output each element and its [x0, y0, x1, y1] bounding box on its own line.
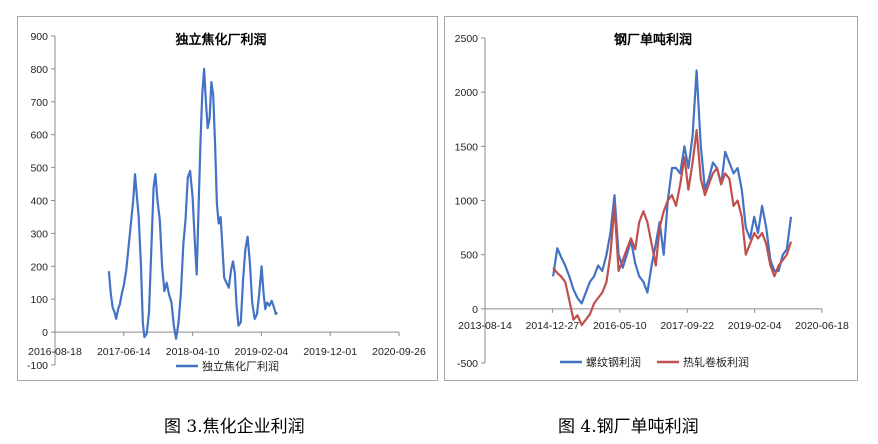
x-tick-label: 2017-06-14: [97, 346, 151, 358]
legend-label: 热轧卷板利润: [683, 355, 749, 369]
y-tick-label: 500: [460, 250, 478, 262]
x-tick-label: 2019-02-04: [728, 320, 782, 332]
y-tick-label: 700: [30, 97, 48, 109]
y-tick-label: 600: [30, 130, 48, 142]
y-tick-label: 500: [30, 163, 48, 175]
y-tick-label: 0: [42, 327, 48, 339]
x-tick-label: 2019-02-04: [235, 346, 289, 358]
chart-panel-coking: 独立焦化厂利润 -100 0 100 200 300 400 500 600 700 800 900 2…: [17, 16, 438, 381]
x-tick-label: 2019-12-01: [303, 346, 357, 358]
y-tick-label: 200: [30, 261, 48, 273]
y-tick-label: 900: [30, 31, 48, 43]
chart-panel-steel: 钢厂单吨利润 -500 0 500 1000 1500 2000 2500 2013-08-14…: [444, 16, 858, 381]
steel-profit-chart: 钢厂单吨利润 -500 0 500 1000 1500 2000 2500 2013-08-14…: [455, 32, 849, 370]
figure-caption-right: 图 4.钢厂单吨利润: [558, 417, 699, 437]
legend-label: 螺纹钢利润: [586, 355, 641, 369]
x-tick-label: 2013-08-14: [458, 320, 512, 332]
chart-title: 钢厂单吨利润: [614, 32, 692, 48]
y-tick-label: 100: [30, 294, 48, 306]
y-tick-label: 800: [30, 64, 48, 76]
chart-title: 独立焦化厂利润: [175, 32, 266, 48]
y-tick-label: 2000: [455, 87, 479, 99]
y-tick-label: -100: [27, 360, 48, 372]
x-tick-label: 2020-06-18: [795, 320, 849, 332]
series-line-1: [552, 69, 793, 305]
y-tick-label: 0: [472, 304, 478, 316]
coking-profit-chart: 独立焦化厂利润 -100 0 100 200 300 400 500 600 700 800 900 2…: [27, 31, 426, 373]
x-tick-label: 2016-05-10: [593, 320, 647, 332]
figure-caption-left: 图 3.焦化企业利润: [164, 417, 305, 437]
x-tick-label: 2017-09-22: [660, 320, 714, 332]
y-tick-label: 2500: [455, 33, 479, 45]
legend-label: 独立焦化厂利润: [202, 359, 279, 373]
y-tick-label: 400: [30, 196, 48, 208]
x-tick-label: 2020-09-26: [372, 346, 426, 358]
series-line-1: [107, 67, 279, 340]
y-tick-label: -500: [457, 358, 478, 370]
x-tick-label: 2016-08-18: [28, 346, 82, 358]
y-tick-label: 300: [30, 228, 48, 240]
y-tick-label: 1500: [455, 141, 479, 153]
y-tick-label: 1000: [455, 196, 479, 208]
x-tick-label: 2018-04-10: [166, 346, 220, 358]
series-line-2: [552, 129, 793, 327]
x-tick-label: 2014-12-27: [526, 320, 580, 332]
